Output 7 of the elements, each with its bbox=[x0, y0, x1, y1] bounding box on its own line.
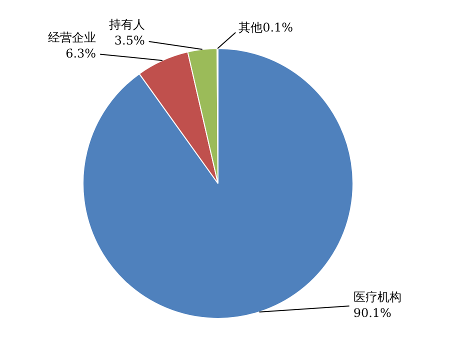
slice-label: 医疗机构 bbox=[353, 290, 402, 304]
data-label: 3.5% bbox=[114, 34, 145, 48]
data-label: 90.1% bbox=[353, 306, 392, 320]
slice-label: 持有人 bbox=[108, 18, 145, 32]
data-label: 6.3% bbox=[66, 46, 96, 60]
slice-label: 经营企业 bbox=[48, 30, 96, 44]
slice-label: 其他0.1% bbox=[238, 20, 294, 35]
